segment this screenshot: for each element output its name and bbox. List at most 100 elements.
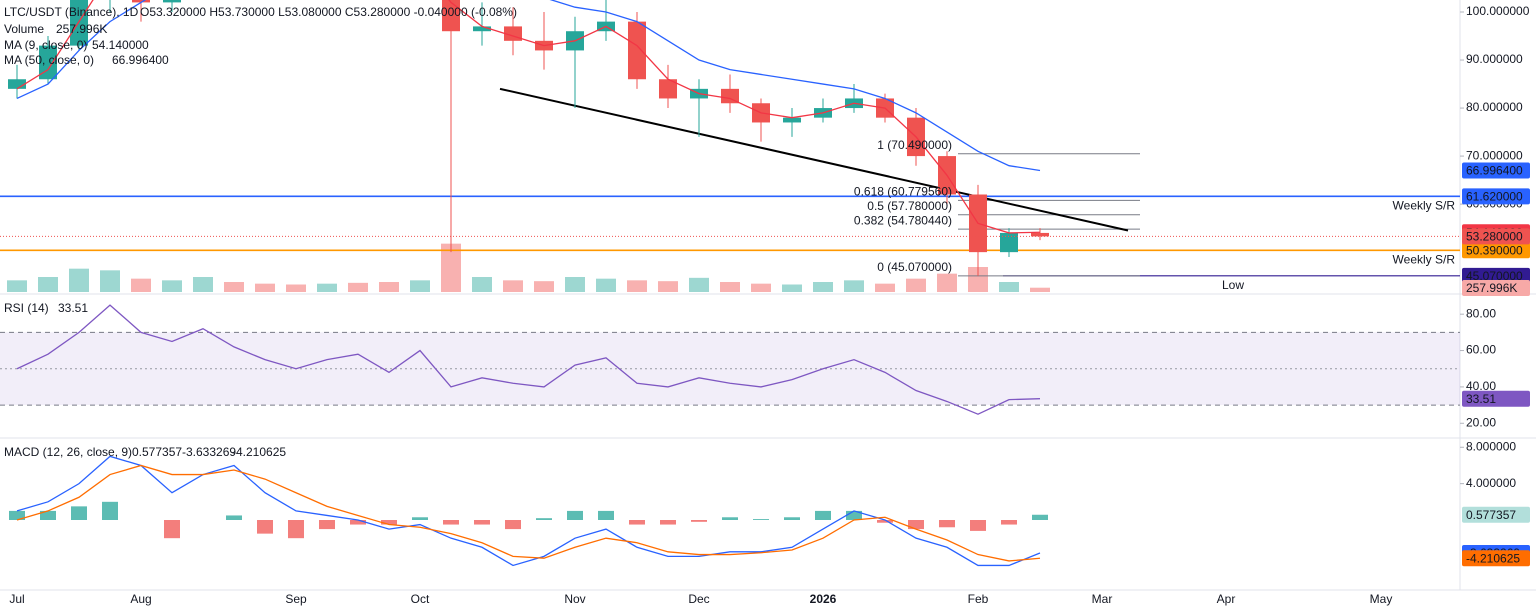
- candle-body: [659, 79, 677, 99]
- volume-bar: [410, 280, 430, 292]
- candle-body: [8, 79, 26, 89]
- volume-bar: [100, 270, 120, 292]
- macd-histogram-bar: [846, 510, 862, 520]
- level-badge: 50.390000: [1466, 243, 1523, 257]
- volume-bar: [875, 283, 895, 292]
- volume-bar: [503, 280, 523, 292]
- candle-body: [39, 45, 57, 80]
- volume-bar: [224, 282, 244, 292]
- level-text: Weekly S/R: [1393, 199, 1456, 213]
- legend-rsi-value: 33.51: [58, 301, 88, 315]
- y-tick-label: 70.000000: [1466, 148, 1523, 162]
- y-tick-label: 80.000000: [1466, 100, 1523, 114]
- macd-histogram-bar: [629, 520, 645, 525]
- panel: [0, 0, 1460, 292]
- legend-macd-value: -3.633269: [182, 445, 236, 459]
- volume-bar: [193, 277, 213, 292]
- level-text: Low: [1222, 278, 1244, 292]
- x-tick-label: Mar: [1092, 592, 1113, 606]
- macd-badge: 0.577357: [1466, 508, 1516, 522]
- macd-histogram-bar: [9, 510, 25, 520]
- y-tick-label: 80.00: [1466, 306, 1496, 320]
- volume-bar: [286, 284, 306, 292]
- legend-ma-value: 66.996400: [112, 53, 169, 67]
- ma-line: [16, 0, 1041, 234]
- candle-body: [628, 21, 646, 80]
- x-tick-label: Feb: [968, 592, 989, 606]
- fib-label: 1 (70.490000): [877, 138, 952, 152]
- x-tick-label: Dec: [688, 592, 709, 606]
- legend-ohlc: O53.320000 H53.730000 L53.080000 C53.280…: [140, 5, 517, 19]
- candle-body: [1031, 232, 1049, 237]
- level-badge-badge: [1462, 188, 1530, 205]
- x-tick-label: Aug: [130, 592, 151, 606]
- macd-histogram-bar: [877, 520, 893, 523]
- candle-body: [473, 26, 491, 32]
- volume-bar: [255, 283, 275, 292]
- macd-badge-badge: [1462, 550, 1530, 567]
- volume-bar: [782, 284, 802, 292]
- legend-macd-value: -4.210625: [232, 445, 286, 459]
- legend-rsi: RSI (14): [4, 301, 49, 315]
- candle-body: [163, 0, 181, 3]
- volume-bar: [379, 282, 399, 292]
- volume-bar: [627, 280, 647, 292]
- candle-body: [132, 0, 150, 3]
- volume-bar: [720, 282, 740, 292]
- y-tick-label: 4.000000: [1466, 476, 1516, 490]
- panel: [0, 304, 1460, 415]
- macd-histogram-bar: [350, 520, 366, 525]
- candle-body: [442, 0, 460, 32]
- macd-histogram-bar: [71, 506, 87, 520]
- volume-bar: [751, 283, 771, 292]
- close-badge: 53.280000: [1466, 230, 1523, 244]
- volume-bar: [813, 282, 833, 292]
- legend-macd-value: 0.577357: [132, 445, 182, 459]
- macd-histogram-bar: [536, 518, 552, 520]
- legend-macd: MACD (12, 26, close, 9): [4, 445, 132, 459]
- volume-bar: [596, 278, 616, 292]
- level-badge-badge: [1462, 267, 1530, 284]
- volume-bar: [472, 277, 492, 292]
- macd-histogram-bar: [1001, 520, 1017, 525]
- macd-histogram-bar: [226, 515, 242, 520]
- volume-bar: [689, 277, 709, 292]
- rsi-line: [16, 304, 1041, 415]
- macd-histogram-bar: [567, 510, 583, 520]
- volume-bar: [999, 282, 1019, 292]
- macd-histogram-bar: [939, 520, 955, 528]
- rsi-badge-badge: [1462, 390, 1530, 407]
- fib-label: 0 (45.070000): [877, 260, 952, 274]
- y-tick-label: 90.000000: [1466, 52, 1523, 66]
- x-tick-label: Nov: [564, 592, 585, 606]
- volume-bar: [131, 278, 151, 292]
- legend-ma: MA (9, close, 0): [4, 38, 87, 52]
- volume-bar: [162, 280, 182, 292]
- candle-body: [783, 117, 801, 123]
- candle-body: [721, 88, 739, 104]
- legend-volume-value: 257.996K: [56, 22, 107, 36]
- macd-badge: -4.210625: [1466, 551, 1520, 565]
- x-tick-label: Sep: [285, 592, 307, 606]
- macd-histogram-bar: [1032, 514, 1048, 520]
- macd-histogram-bar: [412, 517, 428, 520]
- volume-bar: [906, 278, 926, 292]
- volume-bar: [658, 281, 678, 292]
- macd-line: [16, 455, 1041, 567]
- legend-volume: Volume: [4, 22, 44, 36]
- close-badge-badge: [1462, 228, 1530, 245]
- macd-histogram-bar: [753, 519, 769, 520]
- level-text: Weekly S/R: [1393, 252, 1456, 266]
- macd-histogram-bar: [164, 520, 180, 539]
- legend-ma: MA (50, close, 0): [4, 53, 94, 67]
- macd-histogram-bar: [443, 520, 459, 525]
- volume-bar: [844, 280, 864, 292]
- volume-bar: [348, 282, 368, 292]
- x-tick-label: Oct: [411, 592, 430, 606]
- macd-histogram-bar: [908, 520, 924, 530]
- volume-bar: [968, 267, 988, 292]
- macd-histogram-bar: [598, 510, 614, 520]
- macd-histogram-bar: [102, 501, 118, 520]
